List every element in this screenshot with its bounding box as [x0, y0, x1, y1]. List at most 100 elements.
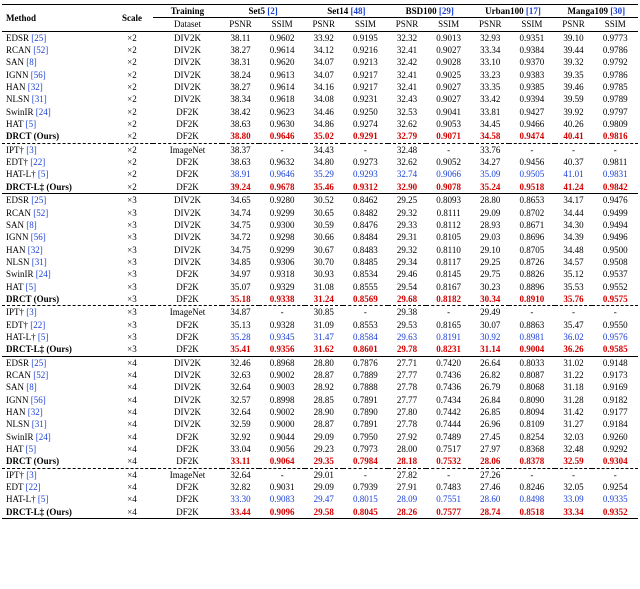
method-ref[interactable]: [56]: [31, 70, 46, 80]
method-ref[interactable]: [52]: [33, 208, 48, 218]
cell-value: 0.8476: [343, 219, 388, 231]
cell-value: 0.9013: [426, 31, 471, 44]
cell-method: RCAN [52]: [2, 44, 111, 56]
method-ref[interactable]: [25]: [31, 195, 46, 205]
cell-scale: ×4: [111, 431, 154, 443]
cell-method: SwinIR [24]: [2, 268, 111, 280]
cell-dataset: DIV2K: [153, 381, 221, 393]
method-ref[interactable]: [22]: [30, 157, 45, 167]
method-ref[interactable]: [3]: [26, 307, 37, 317]
cell-value: 0.9505: [509, 168, 554, 180]
cell-value: 34.12: [305, 44, 343, 56]
cell-scale: ×2: [111, 118, 154, 130]
cell-value: 0.8182: [426, 293, 471, 306]
method-ref[interactable]: [32]: [28, 407, 43, 417]
cell-value: 36.26: [555, 343, 593, 356]
method-name: IPT†: [6, 307, 24, 317]
cell-dataset: DIV2K: [153, 256, 221, 268]
cell-value: 33.92: [305, 31, 343, 44]
method-ref[interactable]: [8]: [26, 220, 37, 230]
cell-value: 0.9052: [426, 156, 471, 168]
cell-method: DRCT-L‡ (Ours): [2, 181, 111, 194]
method-ref[interactable]: [22]: [30, 320, 45, 330]
method-ref[interactable]: [32]: [28, 82, 43, 92]
method-ref[interactable]: [24]: [36, 107, 51, 117]
method-ref[interactable]: [5]: [38, 494, 49, 504]
method-name: HAN: [6, 407, 26, 417]
cell-value: 0.9618: [259, 93, 304, 105]
cell-value: 0.8910: [509, 293, 554, 306]
cell-dataset: DF2K: [153, 431, 221, 443]
method-ref[interactable]: [31]: [32, 257, 47, 267]
sub-ssim: SSIM: [259, 18, 304, 31]
cell-value: 29.46: [388, 268, 426, 280]
cell-value: 34.97: [222, 268, 260, 280]
method-ref[interactable]: [25]: [31, 358, 46, 368]
cell-method: DRCT-L‡ (Ours): [2, 343, 111, 356]
ref-set5[interactable]: [2]: [267, 6, 278, 16]
cell-value: 36.02: [555, 331, 593, 343]
ref-manga109[interactable]: [30]: [610, 6, 625, 16]
method-ref[interactable]: [56]: [31, 232, 46, 242]
cell-value: 0.9613: [259, 69, 304, 81]
cell-value: 27.78: [388, 418, 426, 430]
method-ref[interactable]: [8]: [26, 57, 37, 67]
cell-value: 0.8090: [509, 394, 554, 406]
cell-value: 35.29: [305, 168, 343, 180]
cell-value: 0.8105: [426, 231, 471, 243]
method-ref[interactable]: [3]: [26, 145, 37, 155]
cell-value: 31.27: [555, 418, 593, 430]
cell-value: 0.9474: [509, 130, 554, 143]
ref-urban100[interactable]: [17]: [526, 6, 541, 16]
cell-value: 0.9550: [592, 319, 638, 331]
method-ref[interactable]: [5]: [38, 169, 49, 179]
cell-scale: ×2: [111, 168, 154, 180]
cell-dataset: DIV2K: [153, 369, 221, 381]
cell-scale: ×3: [111, 331, 154, 343]
cell-value: 32.62: [388, 118, 426, 130]
method-ref[interactable]: [5]: [38, 332, 49, 342]
cell-value: 27.71: [388, 356, 426, 369]
method-ref[interactable]: [56]: [31, 395, 46, 405]
method-ref[interactable]: [25]: [31, 33, 46, 43]
cell-value: 0.9027: [426, 81, 471, 93]
method-ref[interactable]: [24]: [36, 432, 51, 442]
cell-value: 0.9614: [259, 81, 304, 93]
cell-value: 0.9496: [592, 231, 638, 243]
method-ref[interactable]: [52]: [33, 370, 48, 380]
cell-value: 27.46: [471, 481, 509, 493]
table-row: DRCT (Ours)×4DF2K33.110.906429.350.79842…: [2, 455, 638, 468]
cell-value: 0.9576: [592, 331, 638, 343]
method-ref[interactable]: [52]: [33, 45, 48, 55]
method-name: NLSN: [6, 94, 30, 104]
method-ref[interactable]: [5]: [26, 282, 37, 292]
cell-dataset: DF2K: [153, 455, 221, 468]
ref-bsd100[interactable]: [29]: [439, 6, 454, 16]
method-ref[interactable]: [5]: [26, 119, 37, 129]
method-name: EDSR: [6, 358, 29, 368]
cell-method: DRCT (Ours): [2, 130, 111, 143]
cell-value: 34.07: [305, 69, 343, 81]
cell-value: 30.85: [305, 306, 343, 319]
cell-dataset: ImageNet: [153, 306, 221, 319]
method-ref[interactable]: [8]: [26, 382, 37, 392]
ref-set14[interactable]: [48]: [351, 6, 366, 16]
sub-ssim: SSIM: [426, 18, 471, 31]
cell-value: 0.9352: [592, 506, 638, 519]
cell-value: 0.7876: [343, 356, 388, 369]
cell-dataset: DIV2K: [153, 207, 221, 219]
method-ref[interactable]: [22]: [26, 482, 41, 492]
method-ref[interactable]: [24]: [36, 269, 51, 279]
cell-value: 0.8826: [509, 268, 554, 280]
cell-value: 0.7939: [343, 481, 388, 493]
cell-scale: ×2: [111, 44, 154, 56]
method-ref[interactable]: [31]: [32, 94, 47, 104]
cell-value: 0.9028: [426, 56, 471, 68]
cell-value: 38.24: [222, 69, 260, 81]
cell-value: 0.9044: [259, 431, 304, 443]
method-ref[interactable]: [31]: [32, 419, 47, 429]
method-ref[interactable]: [5]: [26, 444, 37, 454]
method-ref[interactable]: [32]: [28, 245, 43, 255]
cell-value: 32.74: [388, 168, 426, 180]
method-ref[interactable]: [3]: [26, 470, 37, 480]
